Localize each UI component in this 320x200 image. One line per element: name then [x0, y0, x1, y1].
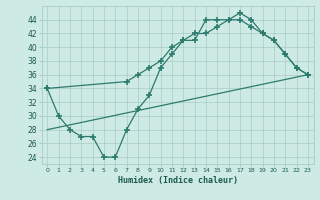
X-axis label: Humidex (Indice chaleur): Humidex (Indice chaleur)	[118, 176, 237, 185]
